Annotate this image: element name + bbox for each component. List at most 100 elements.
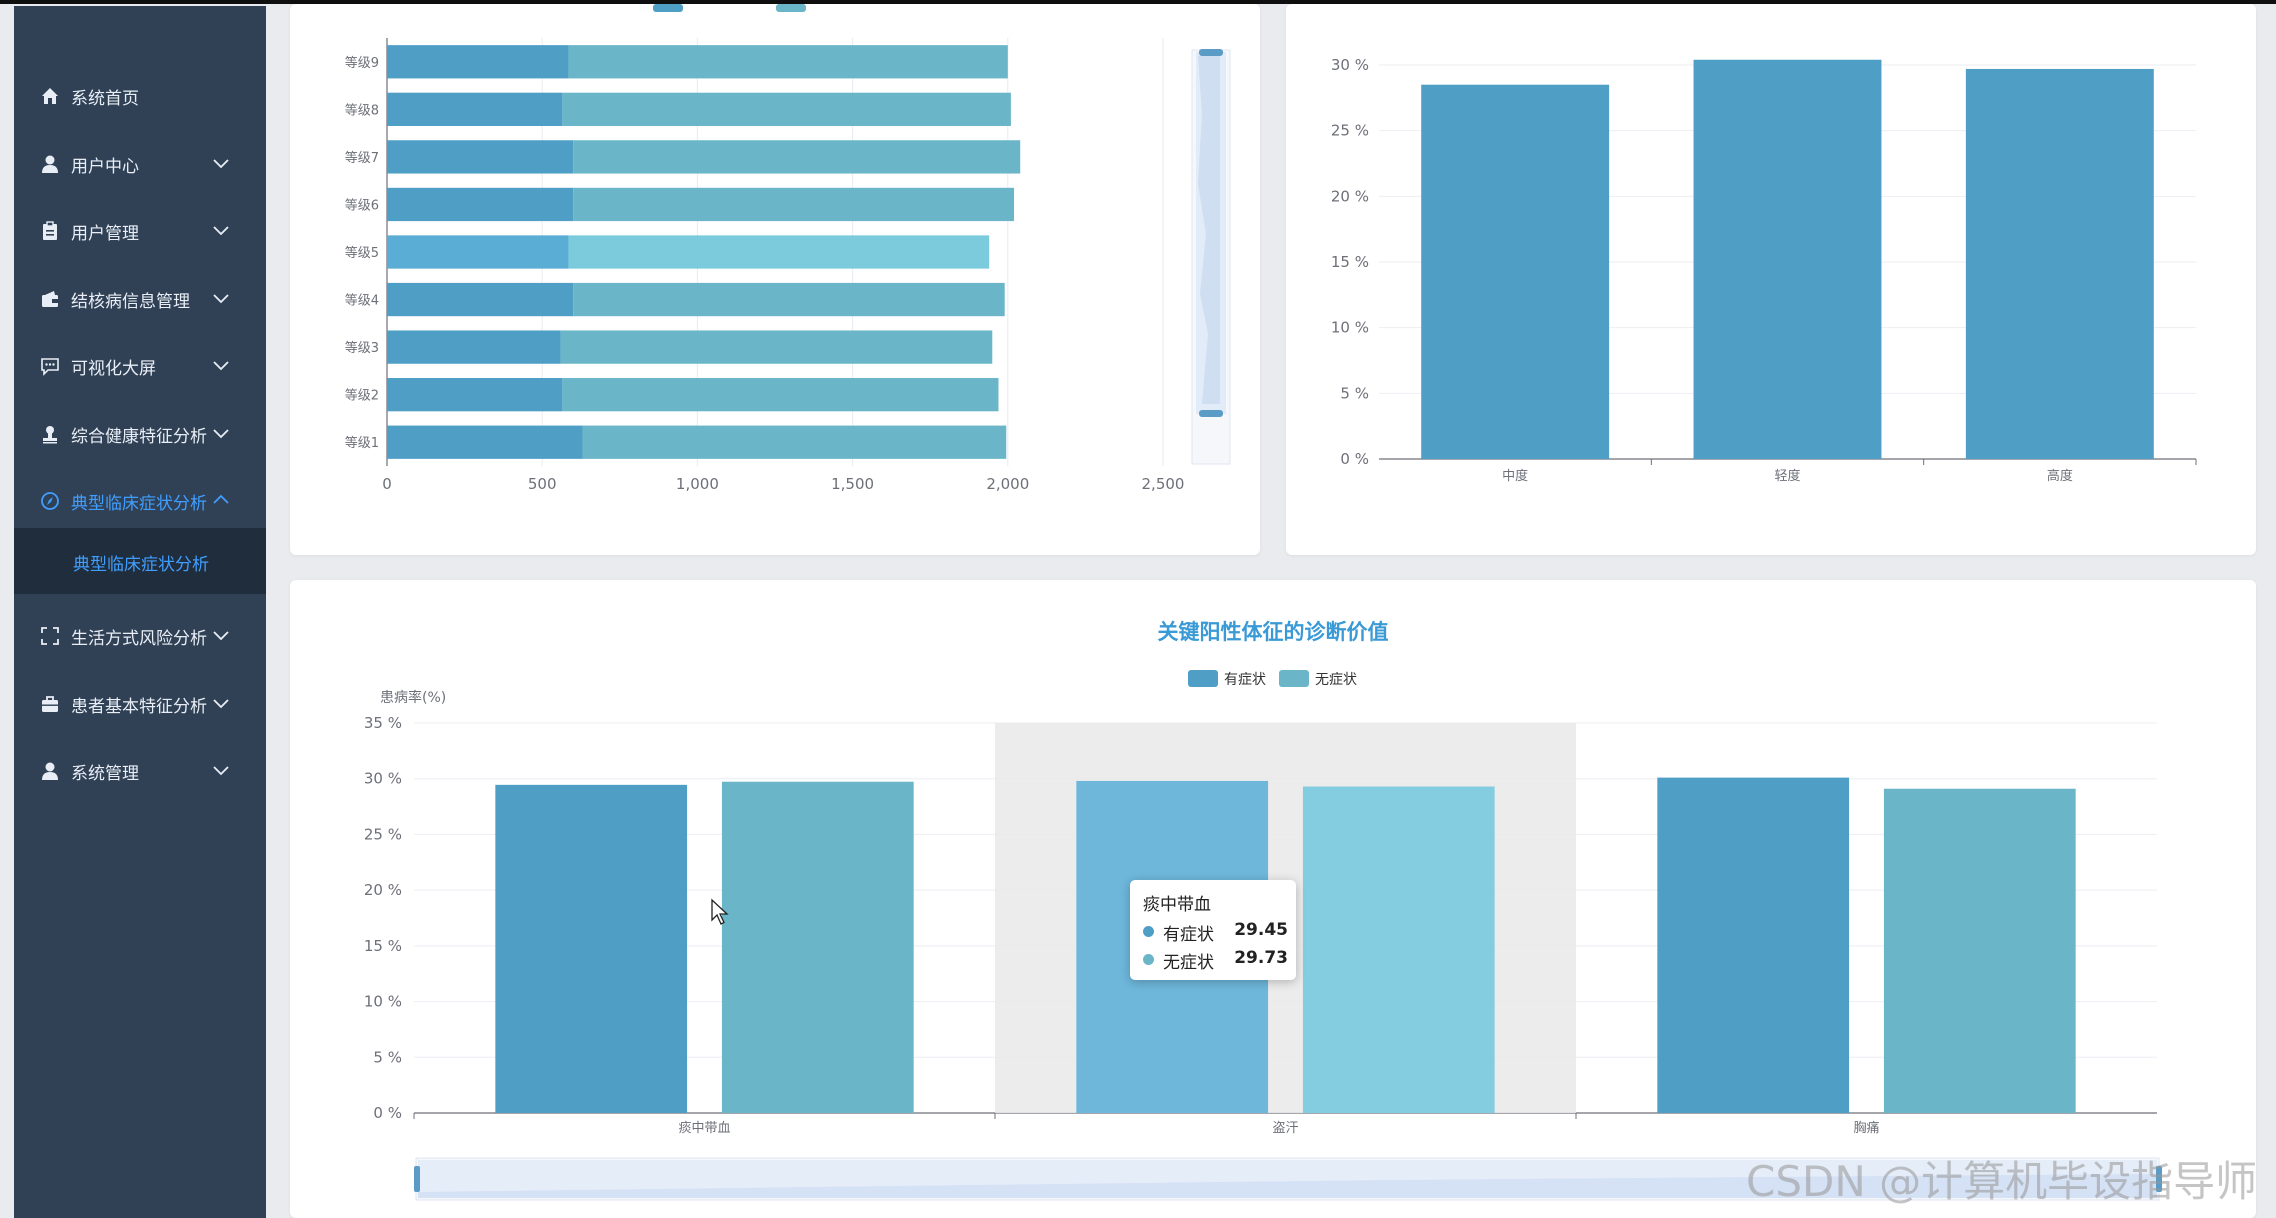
tooltip-dot — [1143, 926, 1154, 937]
home-icon — [42, 88, 58, 104]
datazoom-handle-left[interactable] — [414, 1166, 420, 1192]
legend-label-series-1[interactable]: 有症状 — [1224, 672, 1266, 688]
bar[interactable] — [1421, 84, 1610, 459]
y-axis-label: 患病率(%) — [380, 689, 446, 706]
datazoom-handle-bottom[interactable] — [1199, 410, 1223, 417]
chevron-up-icon — [213, 494, 229, 504]
bar-series-2[interactable] — [562, 92, 1011, 126]
bar-series-2[interactable] — [1302, 786, 1495, 1113]
bar-series-2[interactable] — [560, 330, 993, 364]
sidebar-item-label: 综合健康特征分析 — [71, 427, 207, 447]
sidebar-item-label: 用户中心 — [71, 157, 139, 177]
bar-series-1[interactable] — [387, 425, 583, 459]
bar-series-2[interactable] — [573, 282, 1005, 317]
sidebar-item-label: 患者基本特征分析 — [71, 697, 207, 717]
severity-bar-card: 0 % 5 % 10 % 15 % 20 % 25 % 30 % 中度 轻度 高度 — [1286, 4, 2256, 555]
bar-series-1[interactable] — [387, 187, 574, 222]
y-tick-label: 30 % — [364, 770, 402, 788]
sidebar-item-user-management[interactable]: 用户管理 — [14, 205, 266, 257]
compass-icon — [41, 492, 59, 510]
bar-series-2[interactable] — [721, 781, 914, 1113]
person-icon — [42, 762, 58, 780]
bar-series-2[interactable] — [568, 45, 1008, 79]
sidebar-item-visual-screen[interactable]: 可视化大屏 — [14, 340, 266, 392]
legend-swatch-series-2 — [776, 4, 806, 12]
bar-series-1[interactable] — [387, 140, 574, 174]
sidebar: 系统首页 用户中心 用户管理 结核病信息管理 可视化大屏 综合健康特征分析 典型… — [14, 6, 266, 1218]
y-tick-label: 10 % — [364, 993, 402, 1011]
tooltip-dot — [1143, 954, 1154, 965]
chevron-down-icon — [213, 159, 229, 169]
chat-icon — [41, 358, 59, 376]
bar-series-2[interactable] — [568, 235, 990, 269]
bar-series-2[interactable] — [1883, 788, 2076, 1113]
x-tick-label: 盗汗 — [1272, 1120, 1298, 1136]
chart-title: 关键阳性体征的诊断价值 — [1158, 620, 1389, 644]
y-tick-label: 15 % — [364, 937, 402, 955]
bar-series-1[interactable] — [387, 92, 563, 126]
sidebar-item-tb-info[interactable]: 结核病信息管理 — [14, 273, 266, 325]
grade-stacked-bar-chart: 等级9 等级8 等级7 等级6 等级5 等级4 等级3 等级2 等级1 0 500 1,000 1,5… — [345, 4, 1231, 493]
bar-series-2[interactable] — [573, 140, 1021, 174]
x-tick-label: 中度 — [1502, 468, 1528, 484]
tooltip-series-name: 无症状 — [1163, 953, 1214, 973]
chart-legend[interactable] — [653, 4, 806, 12]
chevron-down-icon — [213, 294, 229, 304]
sidebar-item-label: 生活方式风险分析 — [71, 629, 207, 649]
bar-series-1[interactable] — [387, 235, 569, 269]
sidebar-item-label: 用户管理 — [71, 224, 139, 244]
y-tick-label: 等级1 — [345, 435, 379, 451]
y-tick-label: 0 % — [373, 1104, 402, 1122]
bar-series-1[interactable] — [495, 784, 688, 1113]
sidebar-item-home[interactable]: 系统首页 — [14, 70, 266, 122]
bar-series-2[interactable] — [562, 378, 999, 412]
bar-series-1[interactable] — [387, 378, 563, 412]
legend-label-series-2[interactable]: 无症状 — [1315, 672, 1357, 688]
bar-series-2[interactable] — [573, 187, 1015, 222]
y-tick-label: 10 % — [1331, 319, 1369, 337]
sidebar-item-label: 结核病信息管理 — [71, 292, 190, 312]
chevron-down-icon — [213, 631, 229, 641]
bar-series-2[interactable] — [582, 425, 1007, 459]
tooltip-series-name: 有症状 — [1163, 925, 1214, 945]
x-tick-label: 500 — [528, 475, 557, 493]
sidebar-item-health-analysis[interactable]: 综合健康特征分析 — [14, 408, 266, 460]
vertical-datazoom-slider[interactable] — [1191, 49, 1231, 465]
y-tick-label: 25 % — [1331, 122, 1369, 140]
legend-swatch-series-1[interactable] — [1188, 670, 1218, 687]
y-tick-label: 30 % — [1331, 56, 1369, 74]
sidebar-item-user-center[interactable]: 用户中心 — [14, 138, 266, 190]
y-tick-label: 0 % — [1340, 450, 1369, 468]
legend-swatch-series-2[interactable] — [1279, 670, 1309, 687]
fullscreen-icon — [41, 627, 59, 645]
bar-series-1[interactable] — [387, 330, 561, 364]
chevron-down-icon — [213, 226, 229, 236]
chart-legend[interactable]: 有症状 无症状 — [1188, 670, 1357, 688]
x-tick-label: 轻度 — [1774, 468, 1800, 484]
y-tick-label: 35 % — [364, 714, 402, 732]
tooltip-row: 无症状 29.73 — [1143, 948, 1288, 973]
tooltip-value: 29.45 — [1234, 920, 1288, 940]
tooltip-title: 痰中带血 — [1143, 895, 1211, 915]
y-tick-label: 等级8 — [345, 102, 379, 118]
bar[interactable] — [1693, 59, 1882, 459]
bar[interactable] — [1965, 68, 2154, 459]
horizontal-datazoom-slider[interactable] — [414, 1157, 2162, 1201]
sidebar-item-label: 典型临床症状分析 — [71, 494, 207, 514]
briefcase-icon — [42, 696, 58, 712]
sidebar-item-patient-basics[interactable]: 患者基本特征分析 — [14, 678, 266, 730]
chevron-down-icon — [213, 429, 229, 439]
chevron-down-icon — [213, 699, 229, 709]
sidebar-subitem-clinical-symptoms[interactable]: 典型临床症状分析 — [14, 528, 266, 594]
y-tick-label: 5 % — [373, 1048, 402, 1066]
y-tick-label: 20 % — [1331, 187, 1369, 205]
sidebar-item-lifestyle-risk[interactable]: 生活方式风险分析 — [14, 610, 266, 662]
sidebar-item-system-management[interactable]: 系统管理 — [14, 745, 266, 797]
bar-series-1[interactable] — [1657, 777, 1850, 1113]
y-tick-label: 等级3 — [345, 340, 379, 356]
sidebar-item-clinical-symptoms[interactable]: 典型临床症状分析 — [14, 475, 266, 527]
datazoom-handle-top[interactable] — [1199, 49, 1223, 56]
bar-series-1[interactable] — [387, 45, 569, 79]
datazoom-handle-right[interactable] — [2156, 1166, 2162, 1192]
bar-series-1[interactable] — [387, 282, 574, 317]
